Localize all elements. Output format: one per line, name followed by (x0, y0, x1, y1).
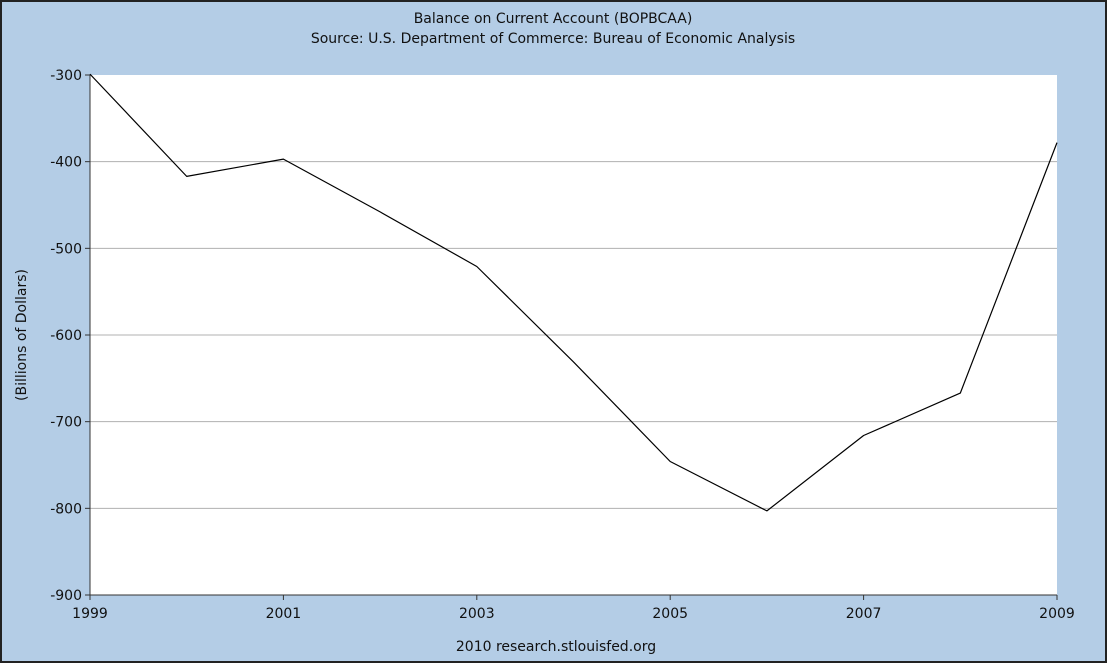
y-tick-label: -300 (50, 68, 82, 84)
x-tick-label: 2003 (459, 606, 495, 622)
x-tick-label: 2007 (846, 606, 882, 622)
chart-title: Balance on Current Account (BOPBCAA) (414, 11, 693, 27)
x-tick-label: 2009 (1039, 606, 1075, 622)
series-group (89, 73, 1058, 512)
y-tick-label: -800 (50, 501, 82, 517)
y-axis-ticks: -300 -400 -500 -600 -700 -800 -900 (50, 68, 90, 604)
y-tick-label: -400 (50, 155, 82, 171)
x-axis-ticks: 1999 2001 2003 2005 2007 2009 (72, 595, 1075, 622)
x-tick-label: 2005 (652, 606, 688, 622)
x-tick-label: 1999 (72, 606, 108, 622)
y-tick-label: -700 (50, 415, 82, 431)
y-axis-label: (Billions of Dollars) (14, 269, 30, 401)
chart-subtitle: Source: U.S. Department of Commerce: Bur… (311, 31, 795, 47)
footer-credit: 2010 research.stlouisfed.org (456, 639, 656, 655)
y-tick-label: -500 (50, 241, 82, 257)
y-tick-label: -900 (50, 588, 82, 604)
y-tick-label: -600 (50, 328, 82, 344)
x-tick-label: 2001 (266, 606, 302, 622)
